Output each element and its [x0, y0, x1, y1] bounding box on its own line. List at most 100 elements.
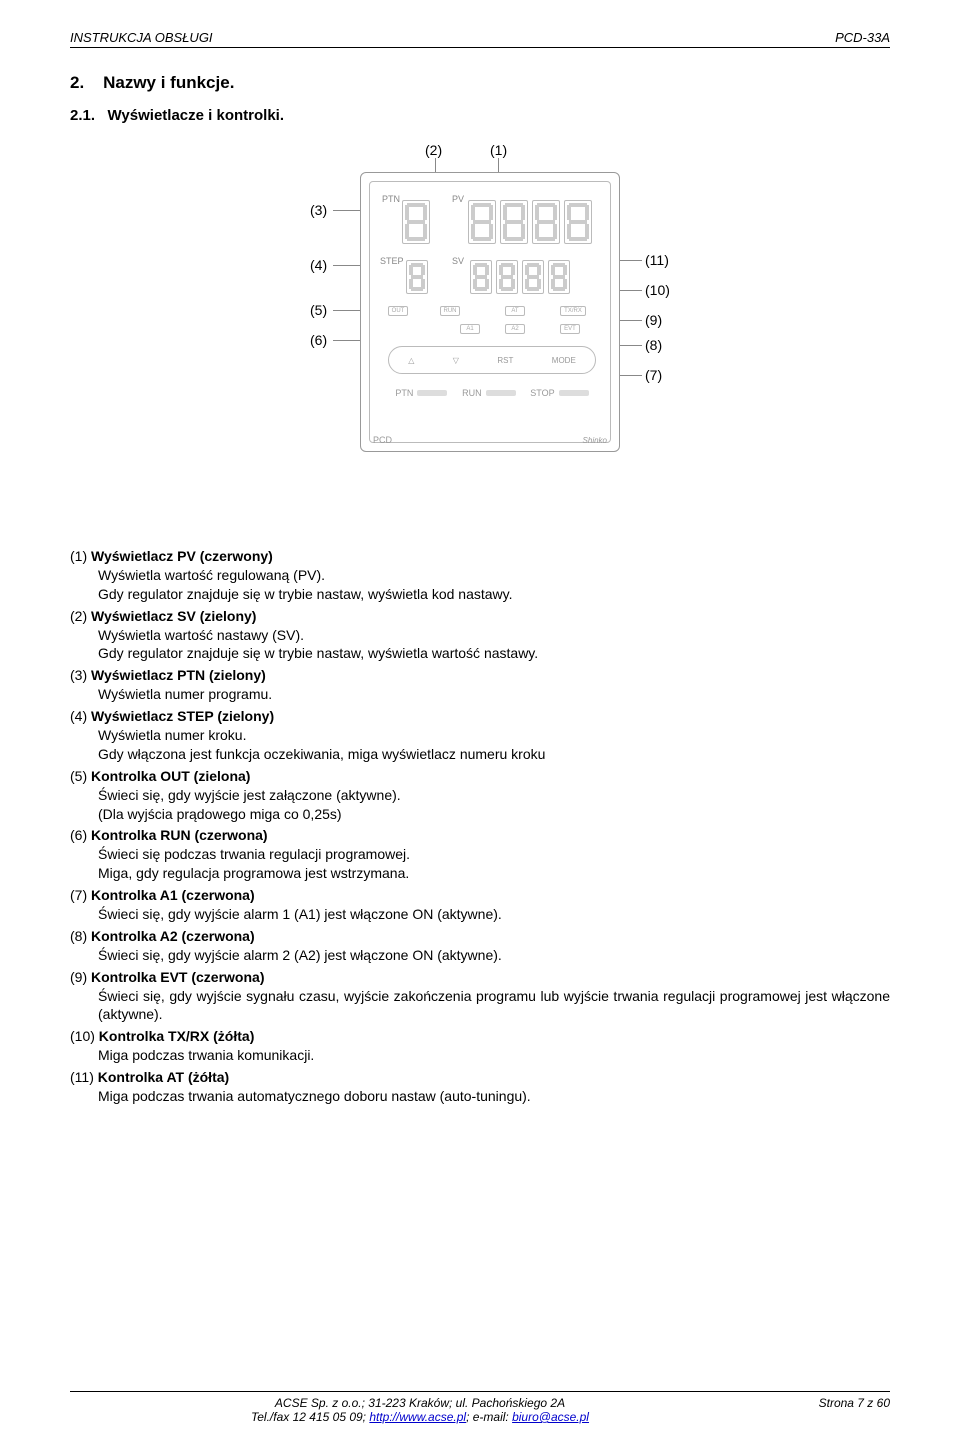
footer-link1[interactable]: http://www.acse.pl: [369, 1410, 466, 1424]
device-diagram: (2) (1) (3) (4) (5) (6) (11) (10) (9) (8…: [240, 142, 720, 522]
callout-7: (7): [645, 367, 662, 383]
page-footer: ACSE Sp. z o.o.; 31-223 Kraków; ul. Pach…: [70, 1391, 890, 1424]
label-pcd: PCD: [373, 435, 392, 445]
subsection-name: Wyświetlacze i kontrolki.: [108, 107, 284, 124]
item-line: Gdy regulator znajduje się w trybie nast…: [70, 585, 890, 604]
btn-ptn: PTN: [395, 388, 413, 398]
item-num: (11): [70, 1069, 94, 1085]
item-line: Wyświetla wartość nastawy (SV).: [70, 626, 890, 645]
desc-item: (10) Kontrolka TX/RX (żółta) Miga podczas…: [70, 1027, 890, 1065]
btn-mode: MODE: [552, 356, 576, 365]
item-line: Wyświetla wartość regulowaną (PV).: [70, 566, 890, 585]
item-line: Gdy włączona jest funkcja oczekiwania, m…: [70, 745, 890, 764]
item-num: (10): [70, 1028, 95, 1044]
callout-3: (3): [310, 202, 327, 218]
ind-txrx: TX/RX: [560, 306, 586, 316]
item-line: Wyświetla numer kroku.: [70, 726, 890, 745]
down-icon: ▽: [453, 356, 459, 365]
item-title: Kontrolka A1 (czerwona): [91, 887, 255, 903]
item-num: (2): [70, 608, 87, 624]
footer-page: Strona 7 z 60: [770, 1396, 890, 1424]
item-title: Wyświetlacz SV (zielony): [91, 608, 256, 624]
item-title: Kontrolka A2 (czerwona): [91, 928, 255, 944]
seg-pv: [500, 200, 528, 244]
callout-2: (2): [425, 142, 442, 158]
item-line: Świeci się podczas trwania regulacji pro…: [70, 845, 890, 864]
seg-pv: [468, 200, 496, 244]
seg-sv: [470, 260, 492, 294]
callout-11: (11): [645, 252, 669, 268]
item-title: Kontrolka RUN (czerwona): [91, 827, 268, 843]
subsection-title: 2.1. Wyświetlacze i kontrolki.: [70, 107, 890, 124]
seg-sv: [548, 260, 570, 294]
ind-a1: A1: [460, 324, 480, 334]
section-num: 2.: [70, 73, 84, 92]
item-line: Gdy regulator znajduje się w trybie nast…: [70, 644, 890, 663]
item-line: Miga podczas trwania automatycznego dobo…: [70, 1087, 890, 1106]
item-num: (7): [70, 887, 87, 903]
item-num: (9): [70, 969, 87, 985]
item-line: Miga, gdy regulacja programowa jest wstr…: [70, 864, 890, 883]
bar-icon: [417, 390, 447, 396]
item-num: (8): [70, 928, 87, 944]
ind-run: RUN: [440, 306, 460, 316]
device-inner: PTN PV STEP SV: [369, 181, 611, 443]
up-icon: △: [408, 356, 414, 365]
item-line: Świeci się, gdy wyjście alarm 1 (A1) jes…: [70, 905, 890, 924]
subsection-num: 2.1.: [70, 107, 95, 124]
footer-link2[interactable]: biuro@acse.pl: [512, 1410, 589, 1424]
seg-sv: [522, 260, 544, 294]
item-title: Kontrolka TX/RX (żółta): [99, 1028, 255, 1044]
ind-a2: A2: [505, 324, 525, 334]
item-line: (Dla wyjścia prądowego miga co 0,25s): [70, 805, 890, 824]
footer-line2b: ; e-mail:: [466, 1410, 512, 1424]
btn-run: RUN: [462, 388, 482, 398]
button-row-2: PTN RUN STOP: [388, 382, 596, 404]
label-sv: SV: [452, 256, 464, 266]
button-row: △ ▽ RST MODE: [388, 346, 596, 374]
desc-item: (1) Wyświetlacz PV (czerwony)Wyświetla w…: [70, 547, 890, 604]
seg-ptn: [402, 200, 430, 244]
item-title: Kontrolka OUT (zielona): [91, 768, 250, 784]
callout-9: (9): [645, 312, 662, 328]
seg-sv: [496, 260, 518, 294]
btn-stop: STOP: [530, 388, 554, 398]
label-pv: PV: [452, 194, 464, 204]
item-num: (4): [70, 708, 87, 724]
page-header: INSTRUKCJA OBSŁUGI PCD-33A: [70, 30, 890, 48]
desc-item: (5) Kontrolka OUT (zielona)Świeci się, g…: [70, 767, 890, 824]
item-title: Kontrolka EVT (czerwona): [91, 969, 264, 985]
section-name: Nazwy i funkcje.: [103, 73, 234, 92]
label-ptn: PTN: [382, 194, 400, 204]
item-title: Kontrolka AT (żółta): [98, 1069, 229, 1085]
item-num: (3): [70, 667, 87, 683]
ind-evt: EVT: [560, 324, 580, 334]
item-title: Wyświetlacz STEP (zielony): [91, 708, 274, 724]
desc-item: (2) Wyświetlacz SV (zielony) Wyświetla wa…: [70, 607, 890, 664]
desc-item: (9) Kontrolka EVT (czerwona) Świeci się, …: [70, 968, 890, 1025]
bar-icon: [486, 390, 516, 396]
ind-out: OUT: [388, 306, 408, 316]
seg-step: [406, 260, 428, 294]
footer-center: ACSE Sp. z o.o.; 31-223 Kraków; ul. Pach…: [70, 1396, 770, 1424]
callout-6: (6): [310, 332, 327, 348]
label-shinko: Shinko: [583, 436, 607, 445]
callout-1: (1): [490, 142, 507, 158]
desc-item: (7) Kontrolka A1 (czerwona) Świeci się, g…: [70, 886, 890, 924]
callout-8: (8): [645, 337, 662, 353]
desc-item: (6) Kontrolka RUN (czerwona)Świeci się p…: [70, 826, 890, 883]
desc-item: (11) Kontrolka AT (żółta) Miga podczas tr…: [70, 1068, 890, 1106]
item-line: Miga podczas trwania komunikacji.: [70, 1046, 890, 1065]
item-line: Wyświetla numer programu.: [70, 685, 890, 704]
footer-line2a: Tel./fax 12 415 05 09;: [251, 1410, 369, 1424]
desc-item: (4) Wyświetlacz STEP (zielony) Wyświetla …: [70, 707, 890, 764]
item-line: Świeci się, gdy wyjście sygnału czasu, w…: [70, 987, 890, 1025]
label-step: STEP: [380, 256, 404, 266]
item-title: Wyświetlacz PTN (zielony): [91, 667, 266, 683]
bar-icon: [559, 390, 589, 396]
descriptions-list: (1) Wyświetlacz PV (czerwony)Wyświetla w…: [70, 547, 890, 1106]
item-num: (5): [70, 768, 87, 784]
desc-item: (3) Wyświetlacz PTN (zielony) Wyświetla n…: [70, 666, 890, 704]
seg-pv: [532, 200, 560, 244]
footer-line1: ACSE Sp. z o.o.; 31-223 Kraków; ul. Pach…: [275, 1396, 565, 1410]
